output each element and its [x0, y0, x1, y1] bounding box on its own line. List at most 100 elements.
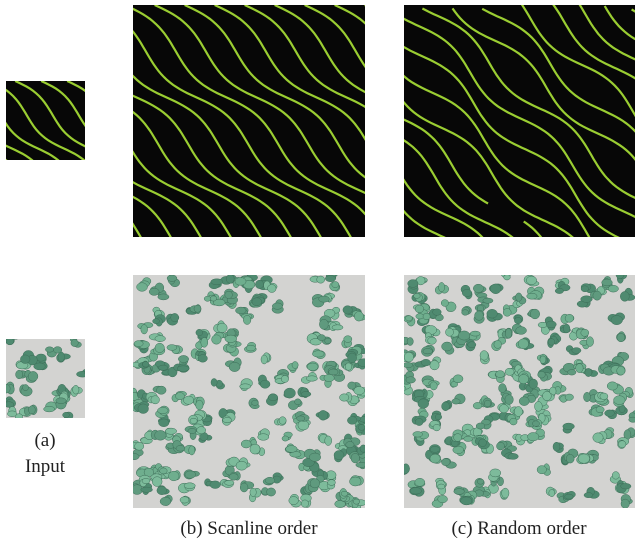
leaf — [189, 446, 195, 455]
leaf — [586, 337, 593, 347]
leaf — [160, 468, 168, 474]
leaf — [157, 386, 167, 394]
leaf — [430, 382, 437, 390]
leaf — [504, 275, 511, 280]
leaf — [250, 444, 260, 454]
leaf — [297, 416, 305, 421]
leaf — [329, 369, 338, 375]
leaf — [404, 352, 413, 362]
leaf — [217, 323, 227, 333]
leaf — [602, 279, 613, 286]
leaf — [45, 347, 53, 352]
leaf — [354, 387, 365, 395]
leaf — [581, 329, 589, 336]
leaf — [403, 362, 413, 367]
leaf — [503, 309, 511, 317]
leaf — [240, 483, 248, 492]
leaf — [204, 296, 211, 301]
leaf — [454, 489, 465, 495]
leaf — [621, 483, 631, 489]
leaf — [153, 319, 160, 324]
leaf — [180, 497, 189, 503]
leaf — [530, 309, 539, 319]
leaf — [497, 442, 505, 450]
leaf — [167, 345, 177, 351]
leaf — [236, 307, 247, 314]
leaf — [533, 421, 540, 427]
leaf — [7, 411, 16, 417]
leaf — [578, 454, 590, 463]
leaf — [269, 394, 278, 401]
leaf — [505, 368, 514, 375]
leaf — [629, 417, 635, 422]
leaf — [519, 397, 529, 406]
leaf — [306, 376, 317, 381]
leaf — [519, 374, 529, 383]
leaf — [581, 296, 593, 303]
leaf — [518, 339, 528, 349]
leaf — [617, 333, 625, 341]
leaf — [346, 442, 354, 448]
leaf — [543, 391, 552, 400]
leaf — [295, 399, 302, 405]
leaves-texture — [2, 334, 92, 420]
leaf — [593, 291, 601, 300]
leaf — [430, 454, 440, 463]
leaf — [428, 337, 437, 344]
texture-bg — [404, 5, 635, 237]
leaf — [549, 490, 555, 497]
leaf — [178, 356, 188, 363]
leaf — [415, 418, 423, 425]
leaf — [169, 471, 180, 481]
leaf — [462, 310, 469, 316]
leaf — [196, 400, 203, 410]
leaf — [454, 434, 462, 442]
leaf — [499, 405, 508, 413]
leaf — [240, 384, 251, 389]
leaf — [252, 298, 262, 306]
leaf — [416, 314, 424, 319]
leaf — [281, 376, 288, 383]
leaf — [325, 276, 335, 282]
leaf — [243, 315, 251, 324]
leaf — [408, 280, 418, 288]
leaf — [2, 384, 10, 393]
leaf — [155, 430, 167, 440]
leaf — [272, 303, 282, 309]
leaf — [433, 424, 440, 431]
leaf — [585, 368, 592, 376]
leaf — [324, 374, 334, 381]
leaf — [135, 442, 144, 450]
leaf — [470, 331, 480, 336]
leaf — [502, 488, 509, 498]
leaf — [225, 480, 234, 485]
leaf — [171, 313, 179, 321]
leaf — [289, 497, 299, 505]
leaf — [605, 410, 615, 417]
leaf — [185, 471, 196, 478]
leaf — [332, 282, 339, 288]
leaf — [286, 446, 298, 453]
leaf — [28, 371, 38, 381]
leaf — [265, 477, 275, 483]
leaf — [446, 328, 454, 336]
leaf — [212, 335, 222, 344]
leaf — [236, 461, 247, 470]
leaf — [198, 355, 207, 363]
leaf — [190, 418, 197, 423]
leaf — [423, 313, 430, 320]
leaf — [63, 412, 70, 417]
leaf — [141, 487, 153, 492]
leaf — [537, 466, 546, 474]
leaf — [134, 341, 143, 347]
leaf — [462, 289, 471, 296]
leaf — [176, 445, 185, 451]
leaf — [223, 418, 232, 423]
leaf — [267, 488, 276, 496]
leaf — [399, 386, 406, 392]
leaf — [490, 469, 501, 477]
leaf — [356, 462, 367, 467]
leaf — [354, 312, 363, 322]
leaf — [433, 309, 442, 316]
leaf — [318, 410, 327, 420]
